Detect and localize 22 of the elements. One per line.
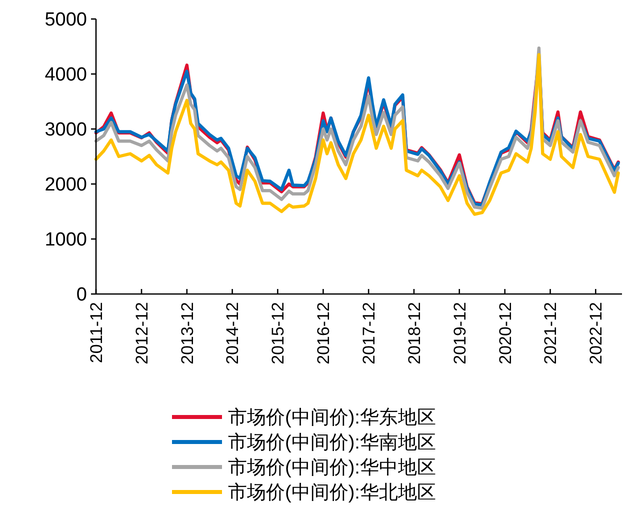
y-tick-label: 4000 xyxy=(44,64,87,86)
legend-label: 市场价(中间价):华北地区 xyxy=(228,482,436,504)
x-tick-label: 2011-12 xyxy=(86,302,106,364)
legend-label: 市场价(中间价):华东地区 xyxy=(228,406,436,429)
x-tick-label: 2013-12 xyxy=(178,302,197,364)
y-tick-label: 3000 xyxy=(44,120,87,141)
x-tick-label: 2015-12 xyxy=(268,302,288,364)
legend-label: 市场价(中间价):华中地区 xyxy=(228,456,436,479)
x-tick-label: 2018-12 xyxy=(404,302,424,364)
legend-label: 市场价(中间价):华南地区 xyxy=(228,432,436,454)
x-tick-label: 2019-12 xyxy=(450,302,470,364)
y-tick-label: 0 xyxy=(76,284,87,306)
x-tick-label: 2014-12 xyxy=(223,302,242,364)
x-tick-label: 2016-12 xyxy=(314,302,334,364)
x-tick-label: 2020-12 xyxy=(496,302,515,364)
x-tick-label: 2012-12 xyxy=(132,302,152,364)
y-tick-label: 2000 xyxy=(44,174,87,196)
y-tick-label: 1000 xyxy=(44,230,87,251)
x-tick-label: 2022-12 xyxy=(586,302,606,364)
x-tick-label: 2021-12 xyxy=(541,302,560,364)
y-tick-label: 5000 xyxy=(44,10,87,31)
x-tick-label: 2017-12 xyxy=(360,302,379,364)
